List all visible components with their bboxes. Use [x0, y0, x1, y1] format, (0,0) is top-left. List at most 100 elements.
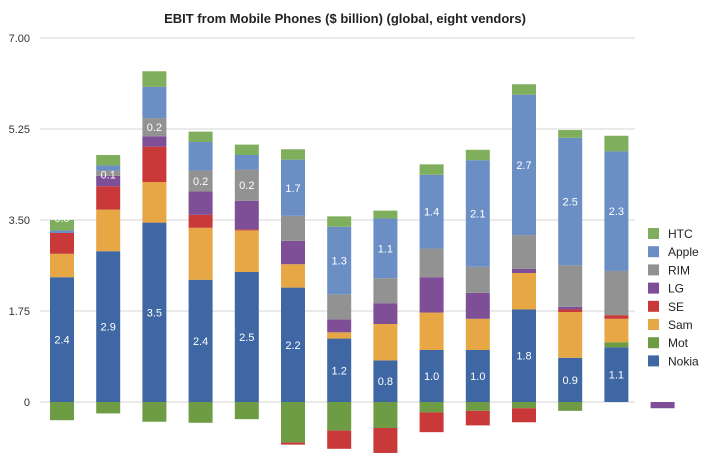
bar-stack — [142, 71, 167, 422]
legend-label: HTC — [668, 227, 693, 241]
data-label: 0.2 — [193, 176, 208, 188]
y-tick-label: 1.75 — [9, 306, 30, 318]
bar-segment-htc — [327, 216, 352, 227]
bar-segment-apple — [465, 160, 490, 267]
bar-segment-se — [604, 315, 629, 319]
bar-segment-mot — [142, 402, 167, 422]
legend-swatch — [648, 228, 659, 239]
legend-label: Apple — [668, 245, 699, 259]
bar-segment-se — [234, 229, 259, 231]
bar-segment-mot — [419, 402, 444, 413]
bar-segment-htc — [188, 131, 213, 142]
bar-segment-nokia — [512, 309, 536, 402]
bar-segment-nokia — [373, 360, 398, 402]
bar-segment-htc — [604, 135, 629, 152]
legend-swatch — [648, 337, 659, 349]
bar-segment-mot — [373, 402, 398, 428]
bar-stack — [373, 210, 398, 453]
bar-segment-nokia — [50, 277, 74, 402]
bar-stack — [96, 155, 121, 414]
bar-segment-apple — [234, 155, 259, 170]
bar-segment-nokia — [419, 350, 444, 402]
data-label: 2.4 — [193, 336, 208, 348]
bar-segment-sam — [465, 318, 490, 350]
bar-segment-rim — [512, 235, 536, 269]
bar-segment-apple — [327, 226, 352, 295]
legend-label: SE — [668, 300, 684, 314]
bar-segment-nokia — [96, 251, 121, 402]
legend-item-mot: Mot — [648, 336, 689, 350]
bar-segment-sam — [373, 324, 398, 361]
bar-stack — [327, 216, 352, 449]
bar-segment-lg — [281, 240, 305, 265]
bar-segment-lg — [650, 402, 675, 409]
data-label: 2.1 — [470, 209, 485, 221]
bar-segment-rim — [188, 170, 213, 192]
bar-segment-se — [465, 410, 490, 426]
bar-segment-sam — [188, 227, 213, 280]
data-label: 0.0 — [54, 213, 69, 225]
bar-segment-htc — [142, 71, 167, 87]
bar-segment-sam — [419, 312, 444, 350]
bar-stack — [604, 135, 629, 402]
data-label: 1.1 — [609, 370, 624, 382]
bar-stack — [419, 164, 444, 433]
data-label: 3.5 — [147, 307, 162, 319]
bar-segment-se — [373, 428, 398, 453]
bar-segment-rim — [465, 266, 490, 293]
bar-segment-lg — [373, 303, 398, 324]
bar-segment-rim — [604, 270, 629, 316]
legend-swatch — [648, 264, 659, 276]
bar-segment-htc — [234, 144, 259, 155]
legend-swatch — [648, 319, 659, 330]
bar-stack — [281, 149, 305, 445]
data-label: 2.5 — [563, 197, 578, 209]
bar-segment-se — [188, 214, 213, 228]
bar-segment-nokia — [604, 347, 629, 402]
bar-segment-mot — [234, 402, 259, 420]
legend-item-sam: Sam — [648, 318, 693, 332]
bar-segment-apple — [50, 230, 74, 233]
data-label: 1.0 — [470, 371, 485, 383]
legend-label: LG — [668, 282, 684, 296]
bar-segment-nokia — [558, 357, 583, 402]
bar-stack — [188, 131, 213, 423]
legend-item-htc: HTC — [648, 227, 693, 241]
bar-segment-rim — [96, 170, 121, 176]
bar-segment-se — [512, 408, 536, 423]
bar-segment-rim — [327, 294, 352, 320]
bar-segment-nokia — [281, 287, 305, 402]
bar-segment-apple — [419, 174, 444, 249]
data-label: 1.7 — [285, 183, 300, 195]
bar-segment-htc — [558, 130, 583, 138]
bar-segment-lg — [419, 277, 444, 313]
bar-segment-apple — [142, 86, 167, 119]
data-label: 0.8 — [378, 376, 393, 388]
bar-segment-rim — [373, 278, 398, 304]
bar-segment-htc — [419, 164, 444, 175]
bar-segment-lg — [142, 136, 167, 147]
bar-segment-se — [327, 430, 352, 449]
bar-stack — [512, 84, 536, 423]
bar-segment-rim — [281, 215, 305, 241]
bar-segment-rim — [142, 118, 167, 137]
bar-segment-se — [281, 442, 305, 445]
data-label: 2.5 — [239, 332, 254, 344]
bar-segment-se — [558, 309, 583, 313]
data-label: 0.2 — [147, 122, 162, 134]
data-label: 0.9 — [563, 375, 578, 387]
y-tick-label: 3.50 — [9, 215, 30, 227]
bar-segment-mot — [188, 402, 213, 423]
bar-segment-se — [419, 412, 444, 433]
bar-segment-htc — [96, 155, 121, 166]
bar-segment-sam — [558, 312, 583, 358]
bar-segment-lg — [558, 306, 583, 310]
data-label: 2.4 — [54, 335, 69, 347]
legend-item-se: SE — [648, 300, 684, 314]
bar-segment-sam — [512, 273, 536, 310]
bar-segment-apple — [512, 94, 536, 236]
bar-segment-rim — [234, 169, 259, 201]
bar-stack — [234, 144, 259, 420]
bar-segment-htc — [281, 149, 305, 160]
bar-segment-apple — [373, 218, 398, 279]
